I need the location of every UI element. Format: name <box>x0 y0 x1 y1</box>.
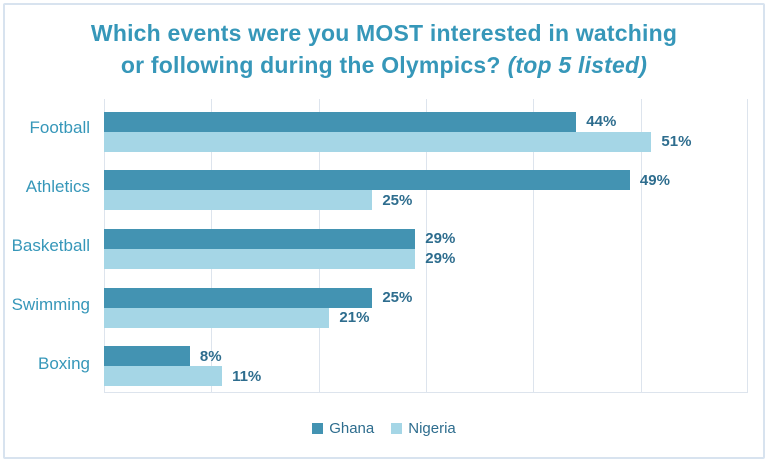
bar-nigeria-swimming <box>104 307 330 328</box>
bar-line: 25% <box>104 190 748 211</box>
bar-line: 49% <box>104 170 748 191</box>
bar-line: 29% <box>104 248 748 269</box>
bar-value-label: 44% <box>586 113 617 131</box>
legend-swatch-nigeria <box>391 422 403 434</box>
legend-swatch-ghana <box>312 422 324 434</box>
bar-group-football: 44% 51% <box>104 99 748 158</box>
bar-nigeria-basketball <box>104 248 416 269</box>
bar-group-boxing: 8% 11% <box>104 333 748 392</box>
title-line-1: Which events were you MOST interested in… <box>90 20 678 46</box>
bar-value-label: 29% <box>425 250 456 268</box>
bar-ghana-swimming <box>104 287 373 308</box>
bar-line: 51% <box>104 131 748 152</box>
bar-line: 8% <box>104 346 748 367</box>
category-label-football: Football <box>29 118 90 138</box>
gridline <box>747 99 748 392</box>
title-line-2: or following during the Olympics? (top 5 … <box>0 49 768 81</box>
bar-ghana-basketball <box>104 228 416 249</box>
title-line-2-text: or following during the Olympics? <box>120 52 501 78</box>
bar-line: 25% <box>104 287 748 308</box>
gridline <box>533 99 535 392</box>
legend-item-nigeria: Nigeria <box>391 420 456 437</box>
gridline <box>426 99 427 392</box>
legend-label: Ghana <box>329 419 375 437</box>
chart-title: Which events were you MOST interested in… <box>0 17 768 81</box>
category-label-basketball: Basketball <box>11 235 90 255</box>
bar-group-athletics: 49% 25% <box>104 158 748 217</box>
bar-nigeria-boxing <box>104 366 223 387</box>
category-label-swimming: Swimming <box>11 294 90 314</box>
plot-area: 44% 51% 49% 25% 29% 29% 25% 21% 8% 11% <box>104 99 748 393</box>
bar-value-label: 11% <box>232 367 262 385</box>
bar-line: 11% <box>104 366 748 387</box>
bar-line: 44% <box>104 111 748 132</box>
category-labels: Football Athletics Basketball Swimming Boxin… <box>0 99 104 393</box>
bar-nigeria-football <box>104 131 652 152</box>
bar-value-label: 49% <box>639 171 670 189</box>
plot-rows: 44% 51% 49% 25% 29% 29% 25% 21% 8% 11% <box>104 99 748 392</box>
bar-value-label: 8% <box>199 347 222 365</box>
legend-item-ghana: Ghana <box>312 420 374 437</box>
bar-line: 29% <box>104 228 748 249</box>
category-label-boxing: Boxing <box>38 353 90 373</box>
bar-value-label: 21% <box>339 309 370 327</box>
category-label-athletics: Athletics <box>25 177 90 197</box>
bar-value-label: 25% <box>382 289 413 307</box>
bar-ghana-boxing <box>104 346 190 367</box>
bar-value-label: 25% <box>382 191 413 209</box>
gridline <box>640 99 642 392</box>
bar-value-label: 51% <box>661 133 692 151</box>
legend-label: Nigeria <box>408 419 456 437</box>
bar-value-label: 29% <box>425 230 456 248</box>
bar-ghana-athletics <box>104 170 630 191</box>
bar-nigeria-athletics <box>104 190 373 211</box>
title-line-2-italic: (top 5 listed) <box>507 52 648 78</box>
bar-group-basketball: 29% 29% <box>104 216 748 275</box>
bar-line: 21% <box>104 307 748 328</box>
bar-ghana-football <box>104 111 577 132</box>
bar-group-swimming: 25% 21% <box>104 275 748 334</box>
legend: Ghana Nigeria <box>0 417 768 439</box>
